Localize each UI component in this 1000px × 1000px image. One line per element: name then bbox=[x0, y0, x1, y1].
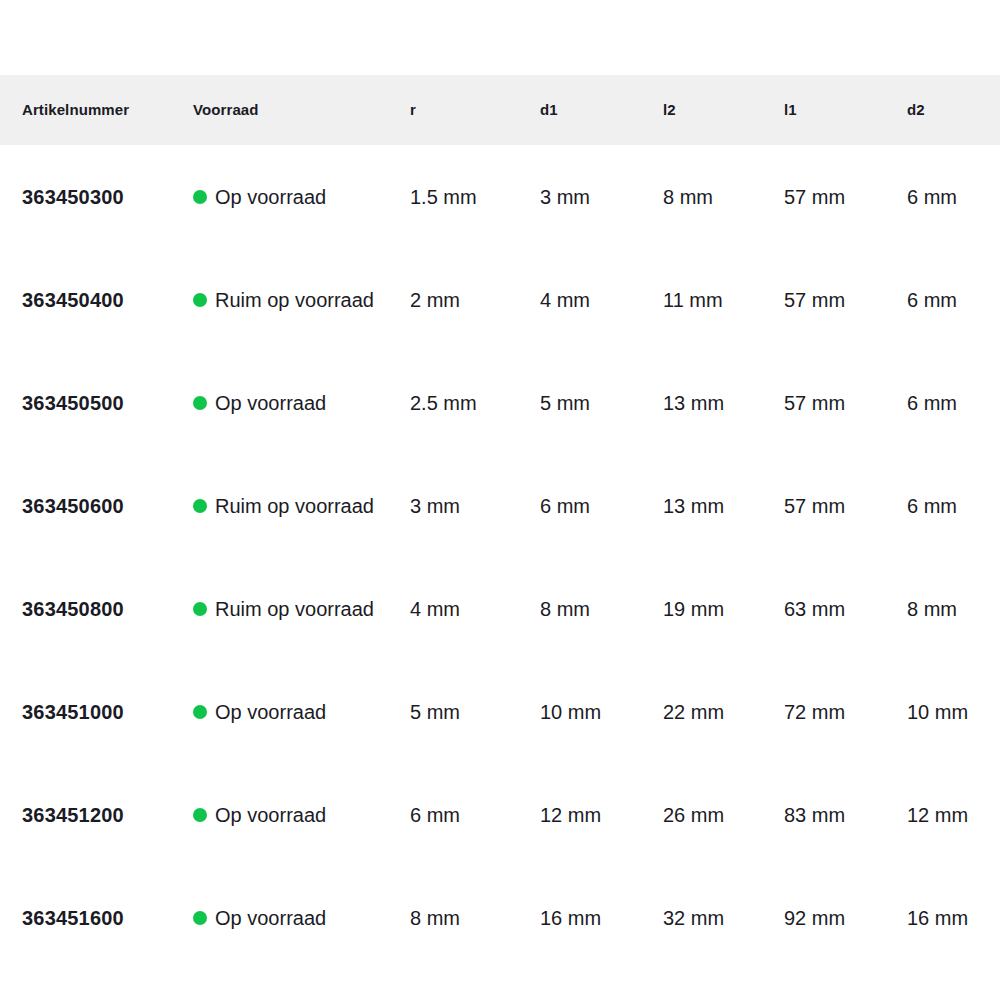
table-row[interactable]: 363450600Ruim op voorraad3 mm6 mm13 mm57… bbox=[0, 454, 1000, 557]
value-d2: 8 mm bbox=[907, 597, 1000, 621]
stock-status: Ruim op voorraad bbox=[193, 597, 410, 621]
value-d1: 3 mm bbox=[540, 185, 663, 209]
value-l1: 72 mm bbox=[784, 700, 907, 724]
stock-status-label: Op voorraad bbox=[215, 391, 326, 415]
value-l1: 57 mm bbox=[784, 494, 907, 518]
stock-status: Op voorraad bbox=[193, 906, 410, 930]
table-body: 363450300Op voorraad1.5 mm3 mm8 mm57 mm6… bbox=[0, 145, 1000, 969]
column-header-voorraad: Voorraad bbox=[193, 101, 410, 119]
value-r: 6 mm bbox=[410, 803, 540, 827]
stock-status: Ruim op voorraad bbox=[193, 288, 410, 312]
stock-status-label: Op voorraad bbox=[215, 700, 326, 724]
article-number: 363450800 bbox=[0, 597, 193, 621]
stock-status-label: Ruim op voorraad bbox=[215, 288, 374, 312]
value-d1: 6 mm bbox=[540, 494, 663, 518]
value-l1: 83 mm bbox=[784, 803, 907, 827]
column-header-l1: l1 bbox=[784, 101, 907, 119]
stock-status: Op voorraad bbox=[193, 391, 410, 415]
value-l2: 19 mm bbox=[663, 597, 784, 621]
column-header-d2: d2 bbox=[907, 101, 1000, 119]
value-l2: 13 mm bbox=[663, 494, 784, 518]
value-d2: 10 mm bbox=[907, 700, 1000, 724]
value-d2: 6 mm bbox=[907, 494, 1000, 518]
stock-dot-icon bbox=[193, 705, 207, 719]
stock-dot-icon bbox=[193, 293, 207, 307]
value-l2: 26 mm bbox=[663, 803, 784, 827]
article-number: 363450300 bbox=[0, 185, 193, 209]
column-header-r: r bbox=[410, 101, 540, 119]
stock-dot-icon bbox=[193, 499, 207, 513]
stock-dot-icon bbox=[193, 602, 207, 616]
value-l2: 32 mm bbox=[663, 906, 784, 930]
article-number: 363451600 bbox=[0, 906, 193, 930]
value-l1: 57 mm bbox=[784, 288, 907, 312]
value-l1: 92 mm bbox=[784, 906, 907, 930]
value-d1: 10 mm bbox=[540, 700, 663, 724]
value-d1: 5 mm bbox=[540, 391, 663, 415]
value-l1: 57 mm bbox=[784, 391, 907, 415]
table-row[interactable]: 363450800Ruim op voorraad4 mm8 mm19 mm63… bbox=[0, 557, 1000, 660]
stock-status-label: Op voorraad bbox=[215, 803, 326, 827]
column-header-d1: d1 bbox=[540, 101, 663, 119]
value-d2: 6 mm bbox=[907, 391, 1000, 415]
value-d2: 6 mm bbox=[907, 185, 1000, 209]
stock-dot-icon bbox=[193, 808, 207, 822]
value-d2: 6 mm bbox=[907, 288, 1000, 312]
stock-status: Op voorraad bbox=[193, 185, 410, 209]
stock-status: Ruim op voorraad bbox=[193, 494, 410, 518]
value-l2: 22 mm bbox=[663, 700, 784, 724]
table-row[interactable]: 363451200Op voorraad6 mm12 mm26 mm83 mm1… bbox=[0, 763, 1000, 866]
value-l2: 8 mm bbox=[663, 185, 784, 209]
stock-status-label: Ruim op voorraad bbox=[215, 597, 374, 621]
table-row[interactable]: 363450500 Op voorraad 2.5 mm5 mm13 mm57 mm… bbox=[0, 351, 1000, 454]
value-r: 2.5 mm bbox=[410, 391, 540, 415]
stock-dot-icon bbox=[193, 190, 207, 204]
value-r: 3 mm bbox=[410, 494, 540, 518]
value-l1: 57 mm bbox=[784, 185, 907, 209]
table-row[interactable]: 363451600Op voorraad8 mm16 mm32 mm92 mm1… bbox=[0, 866, 1000, 969]
article-number: 363451000 bbox=[0, 700, 193, 724]
product-variant-table: Artikelnummer Voorraad r d1 l2 l1 d2 363… bbox=[0, 75, 1000, 969]
article-number: 363451200 bbox=[0, 803, 193, 827]
value-r: 1.5 mm bbox=[410, 185, 540, 209]
stock-status-label: Op voorraad bbox=[215, 185, 326, 209]
table-row[interactable]: 363450300 Op voorraad 1.5 mm3 mm8 mm57 mm6… bbox=[0, 145, 1000, 248]
value-l2: 11 mm bbox=[663, 288, 784, 312]
article-number: 363450400 bbox=[0, 288, 193, 312]
value-l2: 13 mm bbox=[663, 391, 784, 415]
column-header-l2: l2 bbox=[663, 101, 784, 119]
value-d2: 12 mm bbox=[907, 803, 1000, 827]
stock-dot-icon bbox=[193, 911, 207, 925]
table-row[interactable]: 363451000Op voorraad5 mm10 mm22 mm72 mm1… bbox=[0, 660, 1000, 763]
stock-status-label: Op voorraad bbox=[215, 906, 326, 930]
column-header-artikelnummer: Artikelnummer bbox=[0, 101, 193, 119]
value-r: 5 mm bbox=[410, 700, 540, 724]
value-d1: 12 mm bbox=[540, 803, 663, 827]
value-r: 8 mm bbox=[410, 906, 540, 930]
value-r: 4 mm bbox=[410, 597, 540, 621]
table-header-row: Artikelnummer Voorraad r d1 l2 l1 d2 bbox=[0, 75, 1000, 145]
stock-dot-icon bbox=[193, 396, 207, 410]
value-d1: 16 mm bbox=[540, 906, 663, 930]
value-l1: 63 mm bbox=[784, 597, 907, 621]
value-d1: 4 mm bbox=[540, 288, 663, 312]
value-r: 2 mm bbox=[410, 288, 540, 312]
stock-status-label: Ruim op voorraad bbox=[215, 494, 374, 518]
stock-status: Op voorraad bbox=[193, 700, 410, 724]
article-number: 363450600 bbox=[0, 494, 193, 518]
value-d1: 8 mm bbox=[540, 597, 663, 621]
article-number: 363450500 bbox=[0, 391, 193, 415]
stock-status: Op voorraad bbox=[193, 803, 410, 827]
value-d2: 16 mm bbox=[907, 906, 1000, 930]
table-row[interactable]: 363450400 Ruim op voorraad 2 mm4 mm11 mm57… bbox=[0, 248, 1000, 351]
